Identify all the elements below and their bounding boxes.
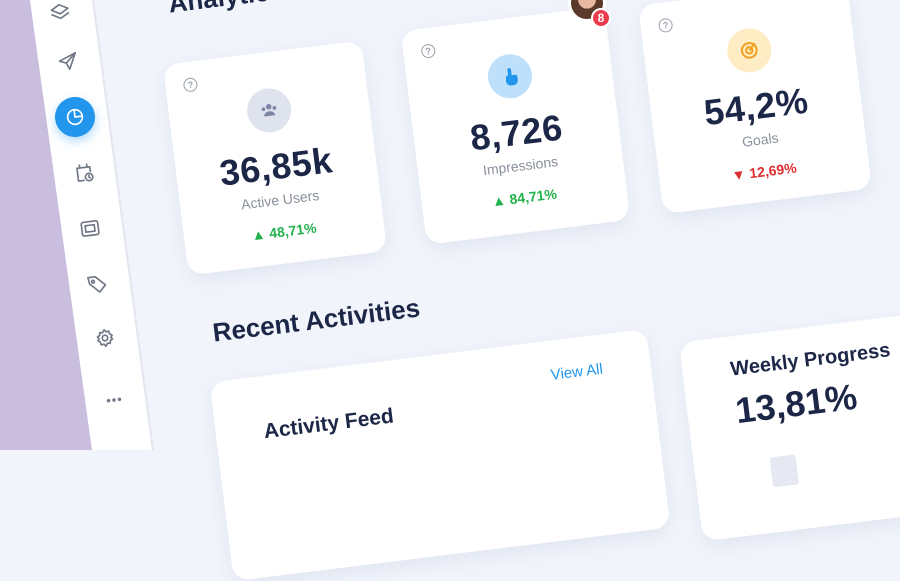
help-icon[interactable]: ? [657,17,674,34]
frame-icon[interactable] [76,214,105,243]
tag-icon[interactable] [83,270,112,299]
weekly-value: 13,81% [733,375,860,432]
pie-chart-icon[interactable] [52,94,98,140]
activity-feed-card: Activity Feed View All [209,328,671,581]
stat-change: ▲ 48,71% [250,219,318,244]
help-icon[interactable]: ? [182,76,199,93]
weekly-progress-card: Weekly Progress 13,81% [678,308,900,542]
send-icon[interactable] [54,48,83,77]
section-title: Recent Activities [210,292,422,348]
stat-card-impressions: ? 8,726 Impressions ▲ 84,71% [400,6,631,245]
notification-badge[interactable]: 8 [591,8,611,28]
progress-bar [769,454,799,488]
page-title: Analytics O [167,0,313,20]
target-icon [724,25,774,75]
stat-change-value: 12,69% [748,159,798,182]
stat-label: Goals [741,129,780,150]
stat-change-value: 84,71% [508,185,558,208]
stat-card-goals: ? 54,2% Goals ▼ 12,69% [637,0,873,215]
activity-feed-title: Activity Feed [262,404,396,444]
more-dots-icon[interactable] [100,386,129,415]
stat-change: ▲ 84,71% [490,185,558,210]
stat-value: 54,2% [701,79,811,134]
pointer-hand-icon [484,51,534,101]
view-all-link[interactable]: View All [549,360,604,384]
weekly-title: Weekly Progress [729,339,892,381]
stat-change-value: 48,71% [268,219,318,242]
calendar-clock-icon[interactable] [70,159,99,188]
stat-change: ▼ 12,69% [730,159,798,184]
stat-value: 8,726 [467,106,565,159]
help-icon[interactable]: ? [420,43,437,59]
layers-icon[interactable] [46,0,75,26]
users-icon [244,85,294,135]
gear-icon[interactable] [91,324,120,353]
stat-card-active-users: ? 36,85k Active Users ▲ 48,71% [162,40,388,276]
